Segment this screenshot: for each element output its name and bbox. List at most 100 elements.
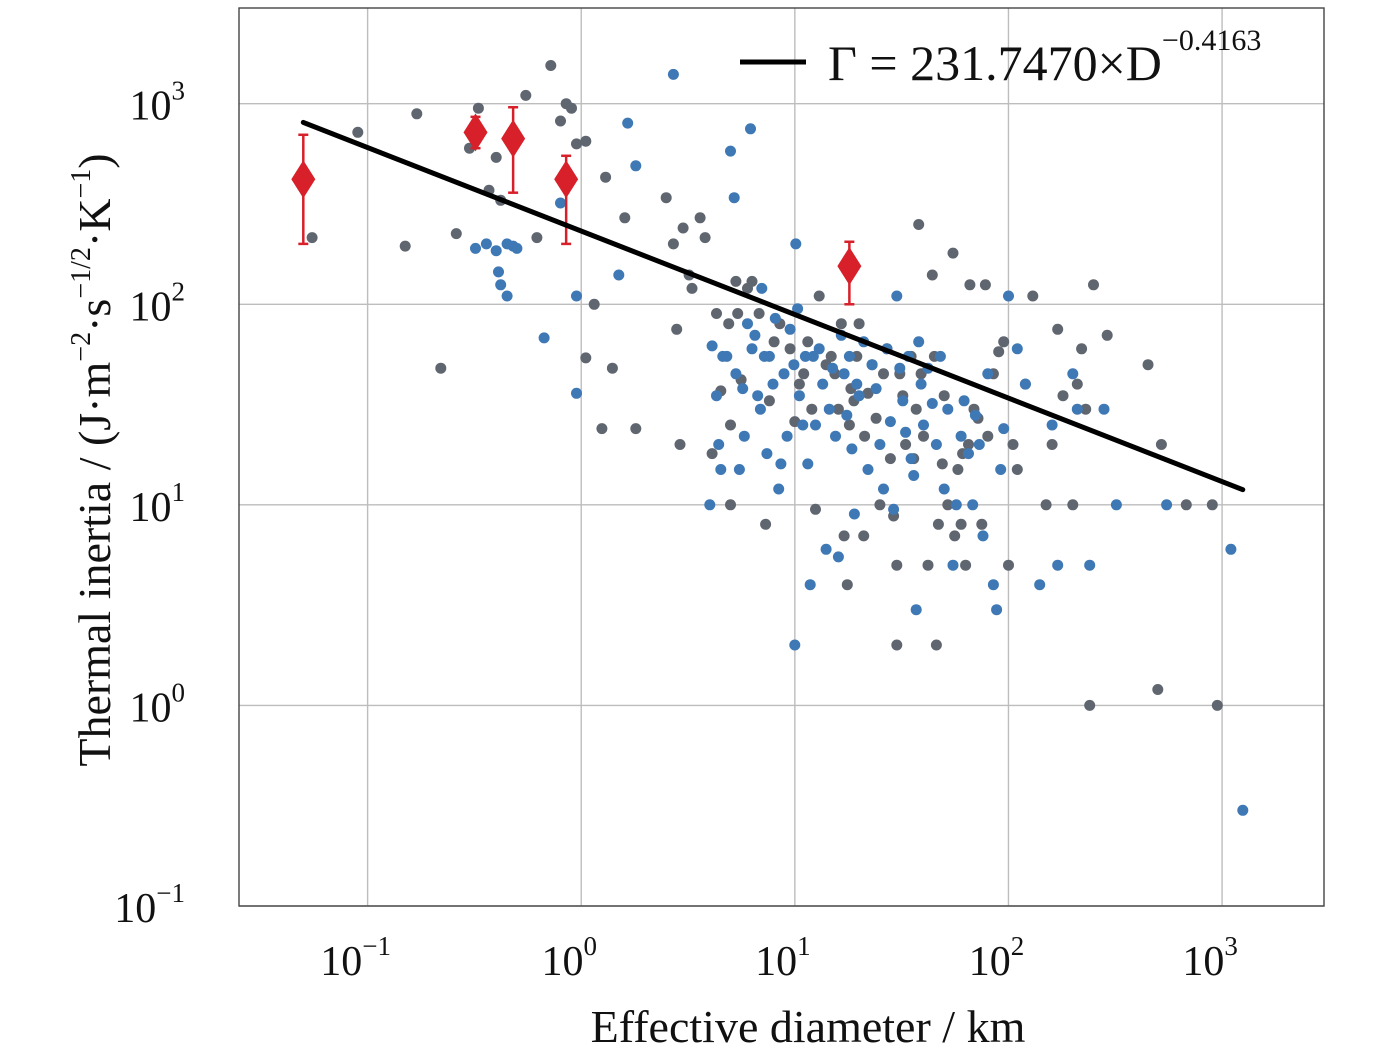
y-tick-base: 10 (130, 84, 172, 130)
y-tick-base: 10 (130, 685, 172, 731)
data-point-gray (870, 412, 882, 424)
data-point-gray (942, 499, 954, 511)
data-point-blue (891, 290, 903, 302)
y-tick-label: 10−1 (114, 878, 185, 932)
x-tick-base: 10 (1182, 939, 1224, 985)
data-point-blue (982, 368, 994, 380)
data-point-blue (987, 579, 999, 591)
data-point-blue (1046, 419, 1058, 431)
data-point-gray (768, 336, 780, 348)
data-point-blue (843, 350, 855, 362)
y-tick-exponent: 3 (172, 76, 186, 106)
data-point-gray (723, 318, 735, 330)
data-point-gray (936, 458, 948, 470)
y-tick-label: 102 (130, 276, 186, 330)
data-point-blue (894, 362, 906, 374)
data-point-gray (802, 336, 814, 348)
data-point-blue (754, 403, 766, 415)
data-point-gray (952, 464, 964, 475)
data-point-gray (963, 439, 974, 450)
data-point-gray (580, 135, 592, 147)
data-point-blue (995, 464, 1007, 475)
data-point-blue (910, 604, 922, 616)
legend-label-main: Γ = 231.7470×D (828, 35, 1162, 91)
data-point-blue (813, 343, 825, 355)
data-point-blue (947, 559, 959, 571)
data-point-blue (862, 464, 874, 475)
data-point-gray (760, 518, 772, 530)
data-point-blue (730, 368, 742, 380)
data-point-gray (955, 518, 967, 530)
data-point-gray (1101, 329, 1113, 341)
data-point-blue (493, 266, 504, 278)
data-point-blue (555, 197, 566, 209)
data-point-blue (934, 350, 946, 362)
data-point-blue (915, 378, 927, 390)
data-point-gray (993, 346, 1005, 358)
data-point-blue (792, 303, 804, 315)
x-tick-exponent: 3 (1224, 931, 1238, 961)
data-point-gray (472, 102, 484, 114)
y-tick-base: 10 (130, 485, 172, 531)
data-point-blue (495, 279, 507, 291)
data-point-gray (1080, 403, 1092, 415)
data-point-blue (630, 160, 642, 172)
data-point-gray (1152, 684, 1164, 695)
data-point-blue (977, 530, 989, 542)
data-point-gray (545, 60, 557, 71)
data-point-blue (480, 238, 492, 250)
data-point-gray (798, 368, 810, 380)
data-point-blue (713, 439, 725, 450)
fit-line (300, 119, 1246, 493)
data-point-blue (789, 639, 801, 651)
data-point-gray (1040, 499, 1052, 511)
data-point-blue (884, 416, 896, 428)
data-point-gray (711, 308, 722, 319)
data-point-gray (619, 212, 631, 224)
data-point-blue (721, 350, 733, 362)
data-point-blue (490, 245, 502, 257)
data-point-gray (1142, 359, 1154, 371)
y-tick-label: 103 (130, 76, 186, 130)
data-point-gray (1011, 464, 1023, 475)
y-axis-title-sup3: −1 (66, 169, 97, 199)
x-tick-base: 10 (320, 939, 362, 985)
data-point-gray (1027, 290, 1039, 302)
data-point-blue (897, 395, 909, 407)
data-point-gray (674, 439, 686, 450)
data-point-blue (1237, 804, 1249, 816)
data-point-blue (778, 368, 790, 380)
data-point-blue (769, 312, 781, 324)
data-point-blue (1011, 343, 1023, 355)
data-point-blue (756, 282, 768, 294)
data-points (306, 60, 1249, 816)
data-point-blue (725, 145, 736, 157)
data-point-blue (1019, 378, 1031, 390)
data-point-gray (660, 192, 672, 204)
x-tick-labels: 10−1 100 101 102 103 (320, 931, 1238, 985)
data-point-blue (838, 368, 850, 380)
data-point-gray (913, 219, 925, 230)
data-point-blue (823, 403, 835, 415)
data-point-blue (711, 390, 722, 402)
data-point-blue (950, 499, 962, 511)
data-point-gray (979, 279, 991, 291)
data-point-gray (677, 222, 689, 234)
data-point-gray (399, 240, 411, 252)
data-point-gray (938, 390, 950, 402)
x-tick-exponent: 0 (583, 931, 597, 961)
data-point-gray (1067, 499, 1079, 511)
data-point-gray (835, 318, 847, 330)
y-tick-exponent: 2 (172, 276, 186, 306)
data-point-gray (435, 362, 447, 374)
data-point-blue (1034, 579, 1046, 591)
data-point-blue (1110, 499, 1122, 511)
data-point-gray (1076, 343, 1088, 355)
data-point-gray (784, 343, 796, 355)
data-point-blue (969, 409, 981, 421)
data-point-blue (733, 464, 745, 475)
data-point-blue (846, 443, 858, 455)
data-point-gray (352, 126, 364, 138)
data-point-gray (606, 362, 618, 374)
